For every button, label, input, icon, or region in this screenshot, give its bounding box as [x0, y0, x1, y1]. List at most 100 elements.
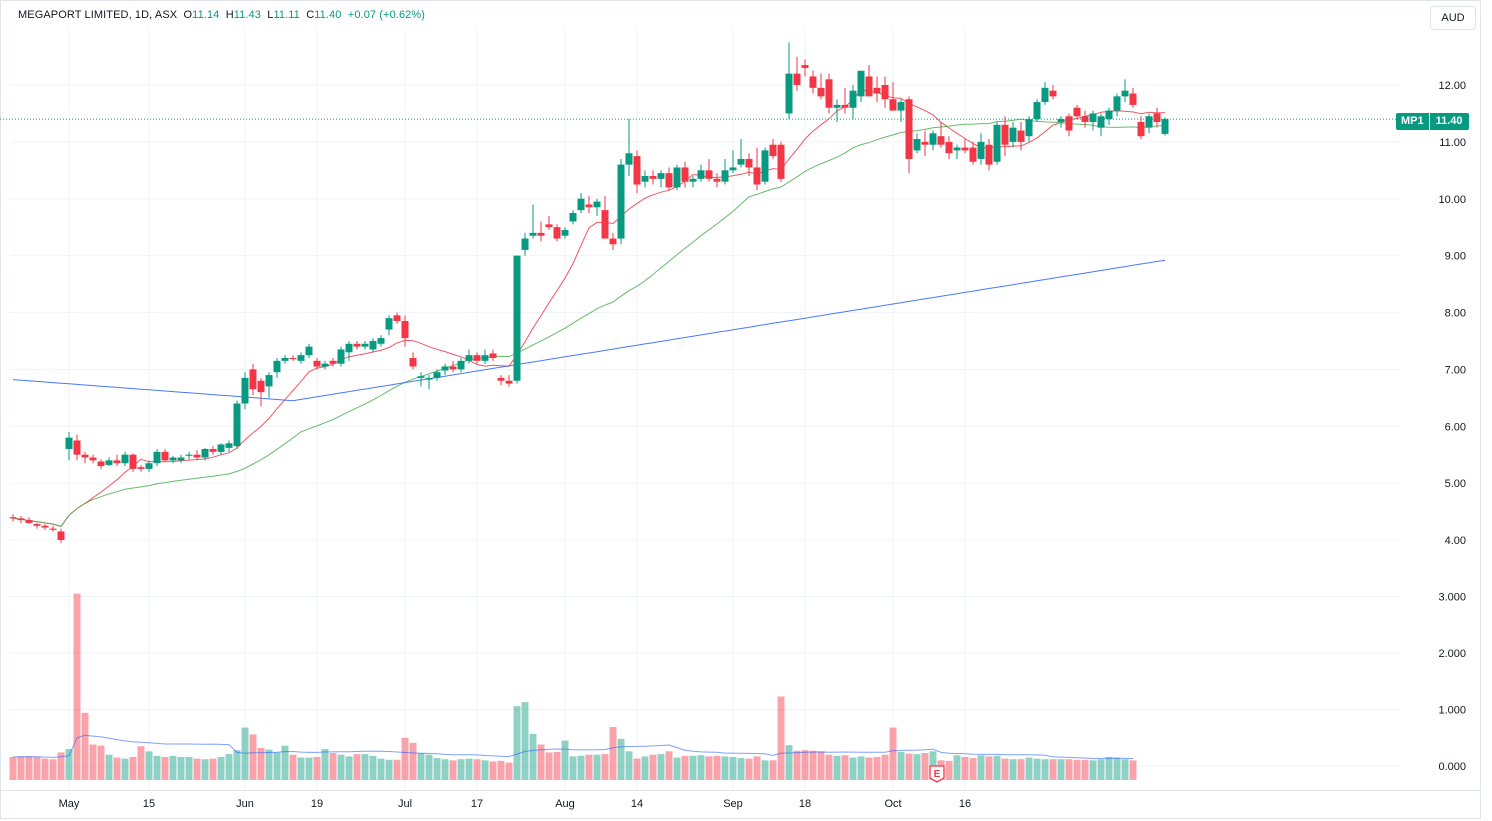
candle: [73, 434, 81, 461]
volume-bar: [833, 755, 841, 780]
volume-bar: [177, 756, 185, 780]
volume-bar: [721, 756, 729, 780]
volume-bar: [137, 746, 145, 780]
moving-averages: [12, 88, 1166, 760]
volume-bar: [681, 755, 689, 780]
volume-bar: [41, 758, 49, 780]
candle: [1137, 116, 1145, 140]
candle-body: [1121, 90, 1129, 97]
volume-bar: [89, 744, 97, 780]
candle-body: [489, 353, 497, 358]
candle-body: [41, 525, 49, 528]
earnings-badge[interactable]: E: [929, 765, 945, 783]
candle: [529, 204, 537, 239]
candle: [417, 372, 425, 387]
candle: [217, 443, 225, 455]
candle: [473, 352, 481, 364]
volume-bar: [921, 753, 929, 780]
volume-bar: [673, 757, 681, 780]
candle: [1105, 107, 1113, 125]
candle: [193, 450, 201, 461]
volume-bar: [1049, 759, 1057, 780]
volume-bar: [1081, 759, 1089, 780]
volume-bar: [353, 754, 361, 780]
candle: [449, 360, 457, 373]
candle-body: [425, 377, 433, 380]
legend-high-label: H: [225, 9, 234, 21]
volume-bar: [729, 756, 737, 780]
legend-low-label: L: [267, 9, 274, 21]
candle-body: [265, 375, 273, 387]
candle: [1113, 93, 1121, 117]
candle-body: [1001, 124, 1009, 145]
candle-body: [585, 204, 593, 208]
candle: [185, 451, 193, 460]
volume-bar: [33, 756, 41, 780]
candle: [41, 524, 49, 530]
candle: [697, 164, 705, 182]
candle: [593, 198, 601, 216]
volume-bar: [241, 727, 249, 780]
volume-bar: [889, 727, 897, 780]
candle-body: [161, 451, 169, 461]
volume-bar: [1025, 757, 1033, 780]
candle: [57, 528, 65, 543]
candle-body: [97, 461, 105, 467]
candle-body: [601, 210, 609, 239]
price-tick-label: 10.00: [1438, 194, 1466, 206]
candle: [809, 70, 817, 94]
candle: [1001, 116, 1009, 157]
currency-button[interactable]: AUD: [1430, 6, 1476, 30]
candles: [9, 42, 1169, 543]
time-tick-label: Sep: [723, 798, 743, 810]
candle-body: [1145, 116, 1153, 128]
candle: [329, 358, 337, 367]
candle: [609, 232, 617, 250]
candle: [297, 352, 305, 364]
candle-body: [1017, 130, 1025, 142]
volume-bar: [273, 752, 281, 780]
candle: [113, 454, 121, 467]
candle: [209, 446, 217, 455]
candle-body: [865, 76, 873, 97]
volume-bar: [753, 756, 761, 780]
candle: [369, 338, 377, 353]
candle-body: [401, 321, 409, 339]
volume-bar: [585, 754, 593, 780]
candle-body: [449, 366, 457, 370]
volume-bar: [377, 758, 385, 780]
candle-body: [897, 102, 905, 111]
candle-body: [577, 198, 585, 211]
volume-bar: [113, 757, 121, 780]
volume-bar: [657, 754, 665, 780]
candle-body: [825, 79, 833, 108]
last-price-value: 11.40: [1429, 113, 1469, 130]
candle-body: [497, 377, 505, 381]
time-tick-label: Jul: [398, 798, 412, 810]
volume-bar: [425, 754, 433, 780]
candle-body: [913, 139, 921, 151]
volume-bar: [825, 754, 833, 780]
volume-bar: [793, 750, 801, 780]
candle-body: [1089, 113, 1097, 122]
candle: [337, 346, 345, 367]
candle-body: [369, 340, 377, 350]
candle-body: [617, 164, 625, 239]
volume-bar: [465, 758, 473, 780]
volume-bar: [201, 759, 209, 780]
candle-body: [753, 167, 761, 185]
candle-body: [65, 437, 73, 449]
candle-body: [721, 170, 729, 182]
candle-body: [209, 449, 217, 452]
candle: [1081, 110, 1089, 128]
volume-bar: [129, 756, 137, 780]
volume-bar: [769, 760, 777, 780]
candle-body: [729, 167, 737, 171]
candle-body: [297, 355, 305, 361]
volume-bar: [1001, 758, 1009, 780]
candle-body: [697, 170, 705, 179]
volume-bar: [457, 759, 465, 780]
volume-bar: [393, 759, 401, 780]
